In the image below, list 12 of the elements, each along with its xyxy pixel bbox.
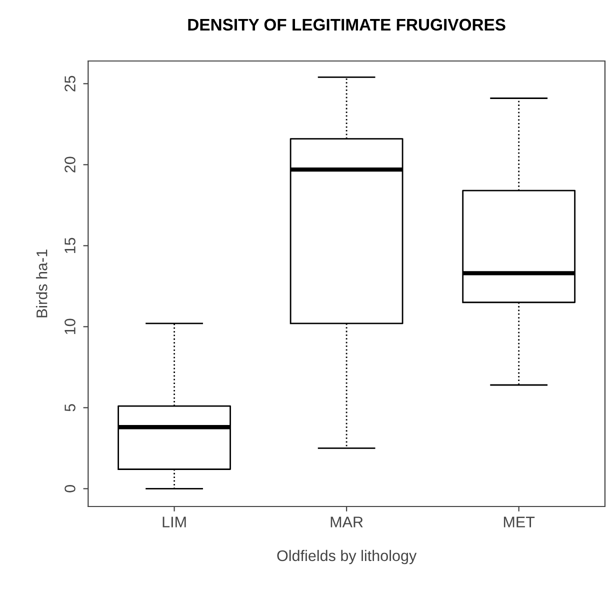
y-tick-label: 5: [64, 404, 76, 412]
x-tick-label: MAR: [330, 516, 363, 528]
y-tick-label: 20: [64, 156, 76, 172]
y-tick-label: 15: [64, 238, 76, 254]
y-tick-label: 0: [64, 485, 76, 492]
y-axis-title: Birds ha-1: [36, 250, 48, 318]
x-axis-title: Oldfields by lithology: [277, 550, 417, 564]
x-tick-label: MET: [504, 516, 535, 528]
y-tick-label: 10: [64, 318, 76, 334]
x-tick-label: LIM: [162, 516, 186, 528]
y-tick-label: 25: [64, 76, 76, 92]
chart-title: DENSITY OF LEGITIMATE FRUGIVORES: [188, 18, 506, 31]
